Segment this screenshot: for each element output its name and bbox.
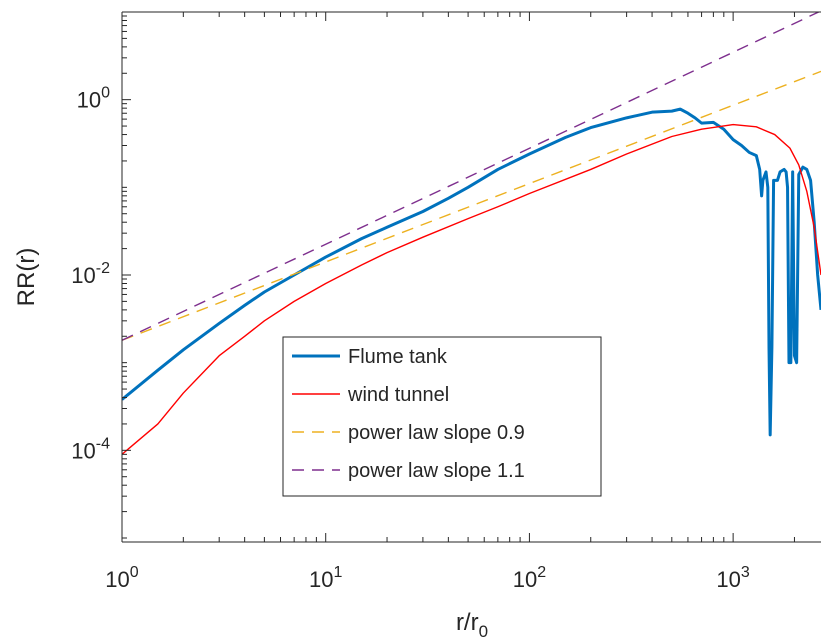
legend-label-4: power law slope 1.1 (348, 460, 525, 482)
legend-label-2: wind tunnel (347, 384, 449, 406)
x-tick-label: 101 (309, 564, 342, 592)
x-tick-exponent: 3 (741, 564, 750, 581)
x-tick-exponent: 2 (537, 564, 546, 581)
x-tick-base: 10 (309, 567, 333, 592)
series-line-2 (122, 123, 821, 455)
x-tick-label: 100 (105, 564, 138, 592)
series-layer (122, 12, 821, 455)
x-tick-base: 10 (105, 567, 129, 592)
series-line-1 (122, 107, 821, 437)
x-tick-exponent: 1 (333, 564, 342, 581)
y-tick-label: 10-2 (71, 260, 110, 288)
series-line-3 (122, 70, 821, 341)
y-tick-label: 10-4 (71, 435, 110, 463)
y-tick-base: 10 (77, 88, 101, 113)
y-tick-label: 100 (77, 85, 110, 113)
series-line-4 (122, 12, 821, 341)
x-tick-label: 102 (513, 564, 546, 592)
axes-layer (121, 11, 821, 543)
y-tick-exponent: -4 (96, 435, 110, 452)
legend-label-3: power law slope 0.9 (348, 422, 525, 444)
legend-label-1: Flume tank (348, 346, 448, 368)
legend: Flume tank wind tunnel power law slope 0.9… (282, 336, 602, 497)
y-tick-exponent: -2 (96, 260, 110, 277)
x-tick-label: 103 (716, 564, 749, 592)
y-tick-exponent: 0 (101, 85, 110, 102)
y-tick-base: 10 (71, 438, 95, 463)
y-tick-base: 10 (71, 263, 95, 288)
x-axis-label-subscript: 0 (479, 622, 488, 641)
x-tick-base: 10 (716, 567, 740, 592)
x-axis-label-main: r/r (456, 609, 479, 636)
y-axis-label: RR(r) (13, 248, 40, 307)
x-tick-base: 10 (513, 567, 537, 592)
x-axis-label: r/r0 (456, 609, 488, 641)
x-tick-exponent: 0 (130, 564, 139, 581)
